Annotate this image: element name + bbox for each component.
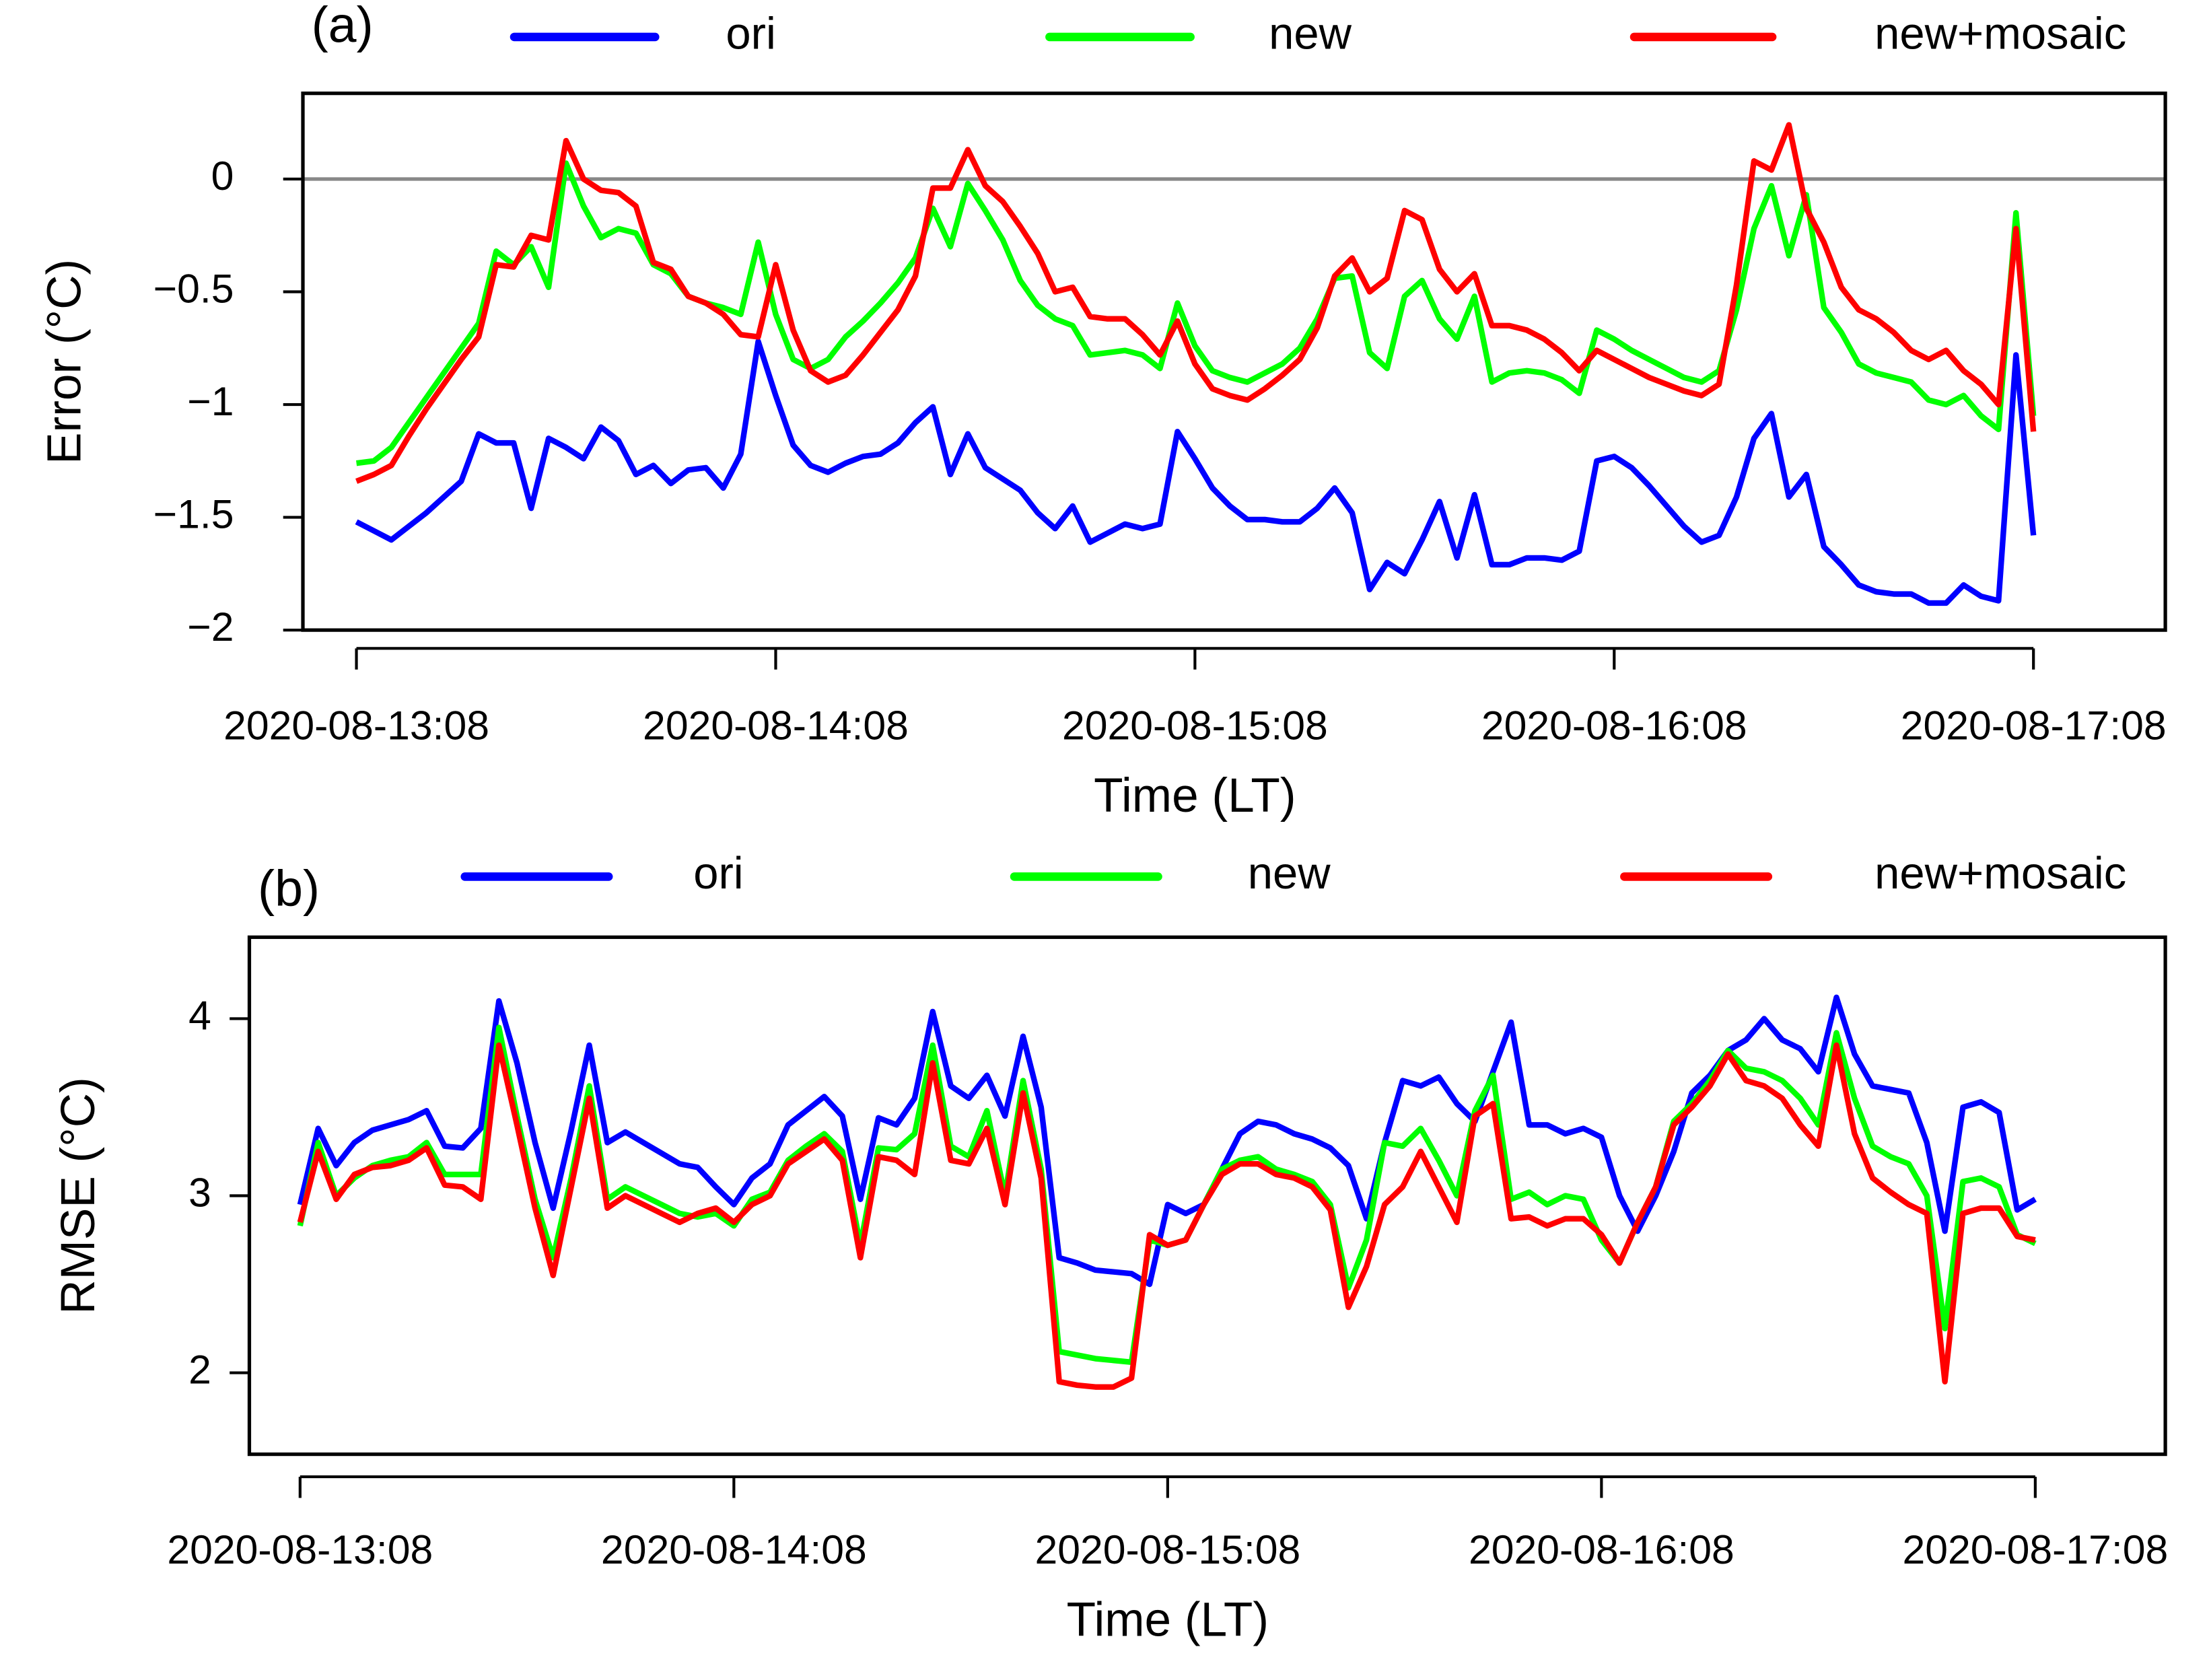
series-line <box>355 339 2037 606</box>
legend-label: new+mosaic <box>1874 848 2126 899</box>
panel-title: (a) <box>312 0 374 53</box>
y-tick-label: 4 <box>188 992 211 1038</box>
series-line <box>297 994 2037 1288</box>
y-tick-label: 0 <box>211 153 234 199</box>
y-tick-label: −2 <box>187 604 234 650</box>
y-axis-title: RMSE (°C) <box>52 1077 105 1315</box>
series-line <box>297 1042 2036 1390</box>
series-line <box>355 122 2037 484</box>
x-tick-label: 2020-08-16:08 <box>1469 1527 1734 1572</box>
y-tick-label: 2 <box>188 1347 211 1393</box>
legend-label: ori <box>726 9 775 59</box>
legend-label: new <box>1269 9 1352 59</box>
legend-label: ori <box>693 848 743 899</box>
x-tick-label: 2020-08-17:08 <box>1902 1527 2168 1572</box>
x-axis-title: Time (LT) <box>1067 1594 1269 1647</box>
y-axis-title: Error (°C) <box>38 259 91 464</box>
plot-frame <box>247 935 2167 1457</box>
x-tick-label: 2020-08-15:08 <box>1035 1527 1300 1572</box>
x-axis-title: Time (LT) <box>1094 769 1296 823</box>
x-tick-label: 2020-08-13:08 <box>223 703 489 748</box>
x-tick-label: 2020-08-14:08 <box>643 703 909 748</box>
x-tick-label: 2020-08-17:08 <box>1901 703 2167 748</box>
panel-title: (b) <box>258 860 320 916</box>
plot-frame <box>301 92 2167 632</box>
legend-label: new+mosaic <box>1874 9 2126 59</box>
series-line <box>297 1024 2037 1365</box>
series-line <box>356 160 2037 466</box>
x-tick-label: 2020-08-16:08 <box>1481 703 1747 748</box>
y-tick-label: −0.5 <box>153 266 234 312</box>
y-tick-label: −1.5 <box>153 491 234 537</box>
y-tick-label: 3 <box>188 1170 211 1216</box>
x-tick-label: 2020-08-15:08 <box>1062 703 1328 748</box>
x-tick-label: 2020-08-13:08 <box>167 1527 433 1572</box>
legend-label: new <box>1248 848 1331 899</box>
x-tick-label: 2020-08-14:08 <box>601 1527 867 1572</box>
y-tick-label: −1 <box>187 378 234 424</box>
